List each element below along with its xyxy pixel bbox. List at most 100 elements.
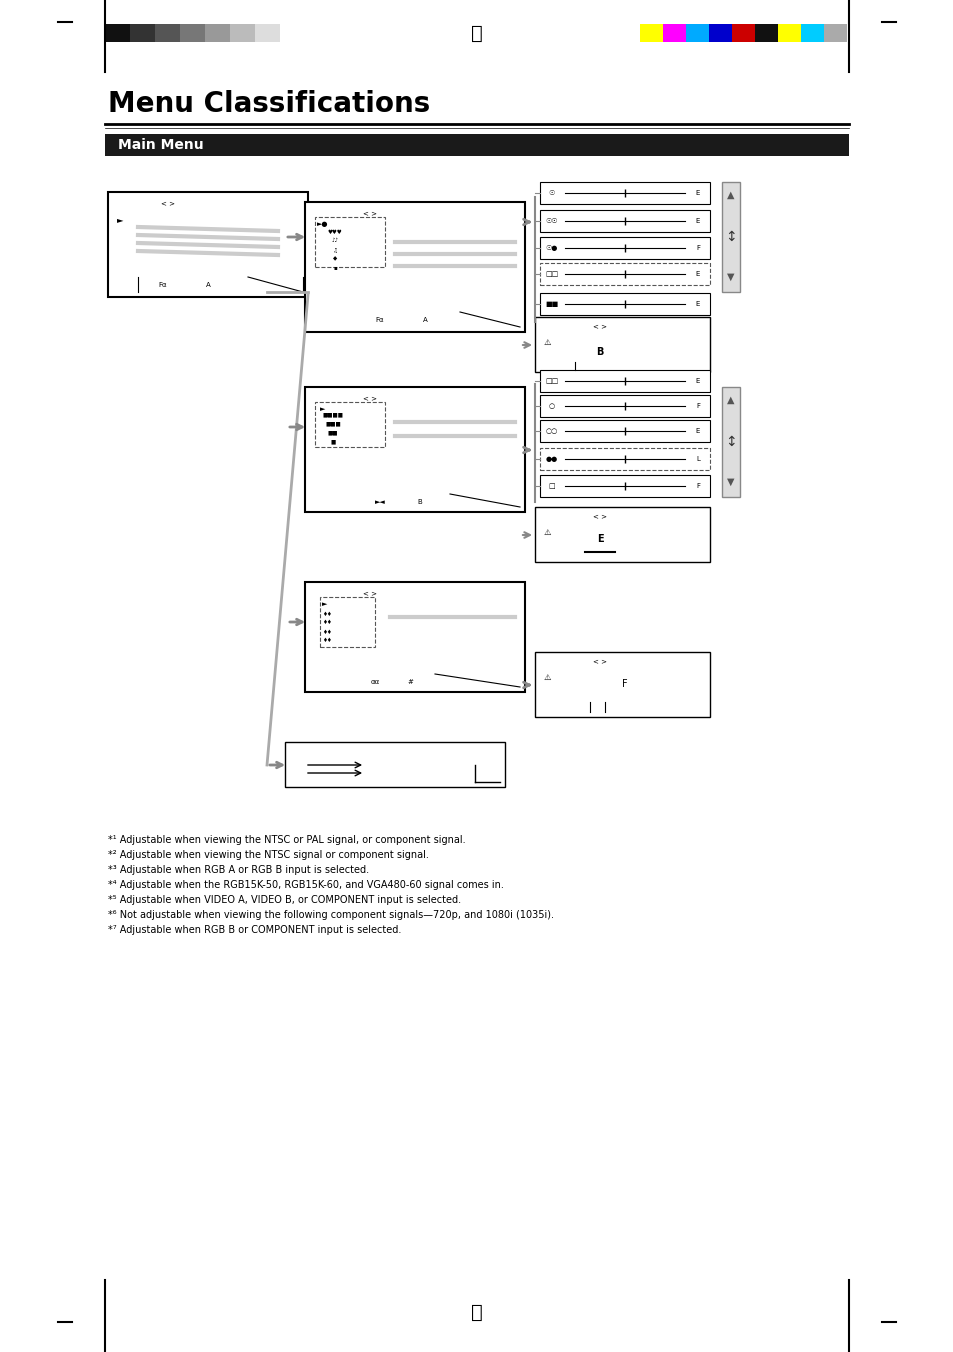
Bar xyxy=(314,402,385,448)
Bar xyxy=(305,581,524,692)
Bar xyxy=(778,24,801,42)
Bar xyxy=(108,192,308,297)
Text: F: F xyxy=(696,403,700,410)
Bar xyxy=(539,448,709,470)
Bar xyxy=(721,387,740,498)
Text: < >: < > xyxy=(363,591,376,598)
Bar xyxy=(539,293,709,315)
Bar xyxy=(539,210,709,233)
Text: ☉: ☉ xyxy=(548,191,555,196)
Bar xyxy=(721,183,740,292)
Bar xyxy=(254,24,280,42)
Text: E: E xyxy=(695,301,700,307)
Text: □: □ xyxy=(548,483,555,489)
Bar xyxy=(180,24,205,42)
Text: E: E xyxy=(695,429,700,434)
Text: E: E xyxy=(695,191,700,196)
Text: ■■■■: ■■■■ xyxy=(322,412,343,418)
Bar xyxy=(539,183,709,204)
Text: < >: < > xyxy=(363,211,376,218)
Text: A: A xyxy=(422,316,427,323)
Bar xyxy=(823,24,846,42)
Text: ♥♥♥: ♥♥♥ xyxy=(327,230,342,234)
Text: ▲: ▲ xyxy=(726,395,734,406)
Text: B: B xyxy=(417,499,422,506)
Text: F: F xyxy=(696,483,700,489)
Text: #: # xyxy=(407,679,413,685)
Text: Main Menu: Main Menu xyxy=(118,138,203,151)
Text: ●●: ●● xyxy=(545,456,558,462)
Text: ⌖: ⌖ xyxy=(471,23,482,42)
Text: ♦♦: ♦♦ xyxy=(322,621,332,626)
Text: *¹ Adjustable when viewing the NTSC or PAL signal, or component signal.: *¹ Adjustable when viewing the NTSC or P… xyxy=(108,836,465,845)
Text: *⁷ Adjustable when RGB B or COMPONENT input is selected.: *⁷ Adjustable when RGB B or COMPONENT in… xyxy=(108,925,401,936)
Text: F: F xyxy=(621,679,627,690)
Text: ►: ► xyxy=(320,406,325,412)
Bar xyxy=(319,598,375,648)
Text: A: A xyxy=(206,283,211,288)
Bar xyxy=(280,24,305,42)
Text: □□: □□ xyxy=(545,270,558,277)
Text: ►●: ►● xyxy=(317,220,329,227)
Bar xyxy=(105,134,848,155)
Text: ○: ○ xyxy=(548,403,555,410)
Text: ♦♦: ♦♦ xyxy=(322,611,332,617)
Text: ⚠: ⚠ xyxy=(542,672,550,681)
Bar xyxy=(154,24,180,42)
Text: ⚠: ⚠ xyxy=(542,527,550,537)
Bar xyxy=(105,24,130,42)
Text: ☉☉: ☉☉ xyxy=(545,218,558,224)
Text: Fα: Fα xyxy=(375,316,384,323)
Text: ♦♦: ♦♦ xyxy=(322,630,332,634)
Text: < >: < > xyxy=(161,201,174,207)
Text: ⌖: ⌖ xyxy=(471,1302,482,1321)
Bar xyxy=(662,24,685,42)
Text: *⁶ Not adjustable when viewing the following component signals—720p, and 1080i (: *⁶ Not adjustable when viewing the follo… xyxy=(108,910,554,919)
Text: ⚠: ⚠ xyxy=(542,338,550,346)
Bar xyxy=(685,24,708,42)
Bar xyxy=(639,24,662,42)
Text: ↕: ↕ xyxy=(724,435,736,449)
Text: ▼: ▼ xyxy=(726,272,734,283)
Text: ↕: ↕ xyxy=(724,230,736,243)
Text: F: F xyxy=(696,245,700,251)
Text: ○○: ○○ xyxy=(545,429,558,434)
Bar xyxy=(535,507,709,562)
Text: ♦♦: ♦♦ xyxy=(322,638,332,644)
Bar xyxy=(285,742,504,787)
Text: ►: ► xyxy=(322,602,327,607)
Text: E: E xyxy=(695,270,700,277)
Bar xyxy=(305,387,524,512)
Bar xyxy=(754,24,778,42)
Text: ☉●: ☉● xyxy=(545,245,558,251)
Bar xyxy=(535,316,709,372)
Bar xyxy=(305,201,524,333)
Text: E: E xyxy=(695,379,700,384)
Bar xyxy=(539,395,709,416)
Text: ►: ► xyxy=(116,215,123,224)
Text: B: B xyxy=(596,347,603,357)
Text: ▪: ▪ xyxy=(333,265,336,270)
Text: E: E xyxy=(596,534,602,544)
Text: □□: □□ xyxy=(545,379,558,384)
Bar xyxy=(801,24,823,42)
Text: ♪♪: ♪♪ xyxy=(331,238,338,243)
Text: ■■: ■■ xyxy=(328,430,338,435)
Text: < >: < > xyxy=(593,324,606,330)
Text: < >: < > xyxy=(593,514,606,521)
Bar xyxy=(731,24,754,42)
Bar xyxy=(539,237,709,260)
Text: ▲: ▲ xyxy=(726,191,734,200)
Text: *⁴ Adjustable when the RGB15K-50, RGB15K-60, and VGA480-60 signal comes in.: *⁴ Adjustable when the RGB15K-50, RGB15K… xyxy=(108,880,503,890)
Bar xyxy=(539,370,709,392)
Bar xyxy=(708,24,731,42)
Text: *⁵ Adjustable when VIDEO A, VIDEO B, or COMPONENT input is selected.: *⁵ Adjustable when VIDEO A, VIDEO B, or … xyxy=(108,895,460,904)
Text: *³ Adjustable when RGB A or RGB B input is selected.: *³ Adjustable when RGB A or RGB B input … xyxy=(108,865,369,875)
Text: ■■: ■■ xyxy=(545,301,558,307)
Bar xyxy=(539,420,709,442)
Text: < >: < > xyxy=(363,396,376,402)
Text: Menu Classifications: Menu Classifications xyxy=(108,91,430,118)
Text: < >: < > xyxy=(593,658,606,665)
Text: αα: αα xyxy=(370,679,379,685)
Text: L: L xyxy=(696,456,700,462)
